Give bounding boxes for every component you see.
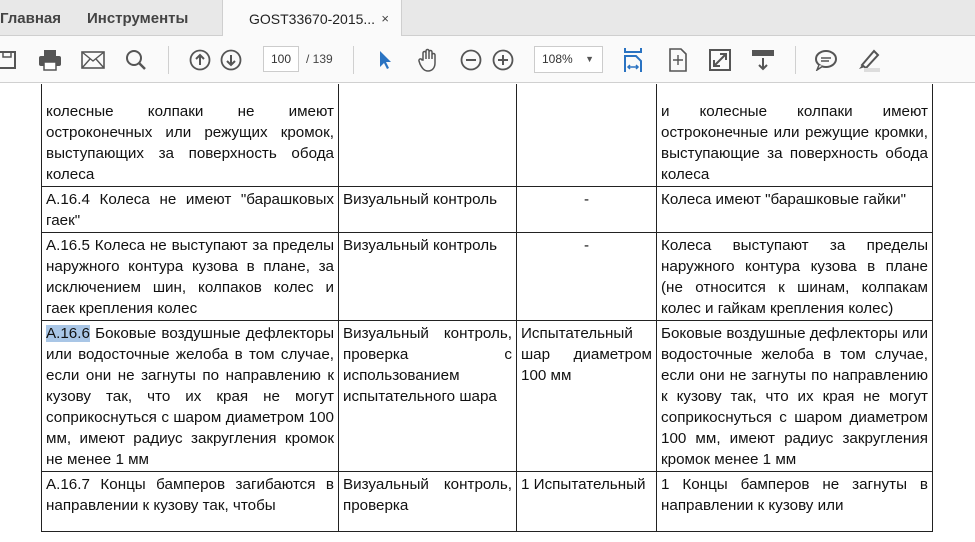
- zoom-value: 108%: [542, 52, 573, 66]
- separator: [168, 46, 169, 74]
- cell-result: 1 Концы бамперов не загнуты в направлени…: [656, 471, 933, 532]
- next-page-icon[interactable]: [218, 47, 244, 73]
- tab-home[interactable]: Главная: [0, 10, 62, 27]
- cell-tool: Испытательный шар диаметром 100 мм: [516, 320, 657, 472]
- cell-requirement: А.16.5 Колеса не выступают за пределы на…: [41, 232, 339, 321]
- email-icon[interactable]: [80, 47, 106, 73]
- select-cursor-icon[interactable]: [372, 47, 398, 73]
- cell-method: [338, 84, 517, 187]
- cell-result: Колеса выступают за пределы наружного ко…: [656, 232, 933, 321]
- document-page: колесные колпаки не имеют остроконечных …: [0, 84, 975, 542]
- page-total: / 139: [306, 52, 333, 66]
- cell-tool: -: [516, 186, 657, 233]
- full-screen-icon[interactable]: [707, 47, 733, 73]
- cell-method: Визуальный контроль, проверка с использо…: [338, 320, 517, 472]
- cell-method: Визуальный контроль, проверка: [338, 471, 517, 532]
- search-icon[interactable]: [123, 47, 149, 73]
- save-icon[interactable]: [0, 47, 20, 73]
- print-icon[interactable]: [37, 47, 63, 73]
- table-row: колесные колпаки не имеют остроконечных …: [41, 84, 933, 187]
- cell-tool: 1 Испытательный: [516, 471, 657, 532]
- comment-icon[interactable]: [813, 47, 839, 73]
- cell-result: и колесные колпаки имеют остроконечные и…: [656, 84, 933, 187]
- chevron-down-icon: ▼: [585, 54, 594, 64]
- cell-method: Визуальный контроль: [338, 232, 517, 321]
- tab-tools[interactable]: Инструменты: [87, 10, 189, 27]
- cell-tool: -: [516, 232, 657, 321]
- requirement-text: Боковые воздушные дефлекторы или водосто…: [46, 325, 334, 468]
- cell-requirement: колесные колпаки не имеют остроконечных …: [41, 84, 339, 187]
- zoom-in-icon[interactable]: [490, 47, 516, 73]
- hand-tool-icon[interactable]: [415, 47, 441, 73]
- zoom-select[interactable]: 108% ▼: [534, 46, 603, 73]
- scroll-mode-icon[interactable]: [750, 47, 776, 73]
- cell-result: Колеса имеют "барашковые гайки": [656, 186, 933, 233]
- cell-tool: [516, 84, 657, 187]
- selected-text[interactable]: А.16.6: [46, 325, 90, 342]
- tab-bar: Главная Инструменты GOST33670-2015... ×: [0, 0, 975, 37]
- fit-width-icon[interactable]: [620, 47, 646, 73]
- separator: [795, 46, 796, 74]
- fit-page-icon[interactable]: [665, 47, 691, 73]
- tab-document[interactable]: GOST33670-2015... ×: [222, 0, 402, 37]
- toolbar: 100 / 139 108% ▼: [0, 36, 975, 83]
- page-number-input[interactable]: 100: [263, 46, 299, 72]
- table-row: А.16.4 Колеса не имеют "барашковых гаек"…: [41, 186, 933, 233]
- table-row: А.16.7 Концы бамперов загибаются в напра…: [41, 471, 933, 532]
- requirements-table: колесные колпаки не имеют остроконечных …: [41, 84, 933, 532]
- tab-document-title: GOST33670-2015...: [249, 11, 376, 27]
- cell-requirement: А.16.7 Концы бамперов загибаются в напра…: [41, 471, 339, 532]
- zoom-out-icon[interactable]: [458, 47, 484, 73]
- cell-method: Визуальный контроль: [338, 186, 517, 233]
- table-row: А.16.5 Колеса не выступают за пределы на…: [41, 232, 933, 321]
- separator: [353, 46, 354, 74]
- previous-page-icon[interactable]: [187, 47, 213, 73]
- highlight-icon[interactable]: [856, 47, 882, 73]
- cell-result: Боковые воздушные дефлекторы или водосто…: [656, 320, 933, 472]
- table-row: А.16.6 Боковые воздушные дефлекторы или …: [41, 320, 933, 472]
- close-icon[interactable]: ×: [381, 11, 389, 26]
- cell-requirement: А.16.4 Колеса не имеют "барашковых гаек": [41, 186, 339, 233]
- cell-requirement: А.16.6 Боковые воздушные дефлекторы или …: [41, 320, 339, 472]
